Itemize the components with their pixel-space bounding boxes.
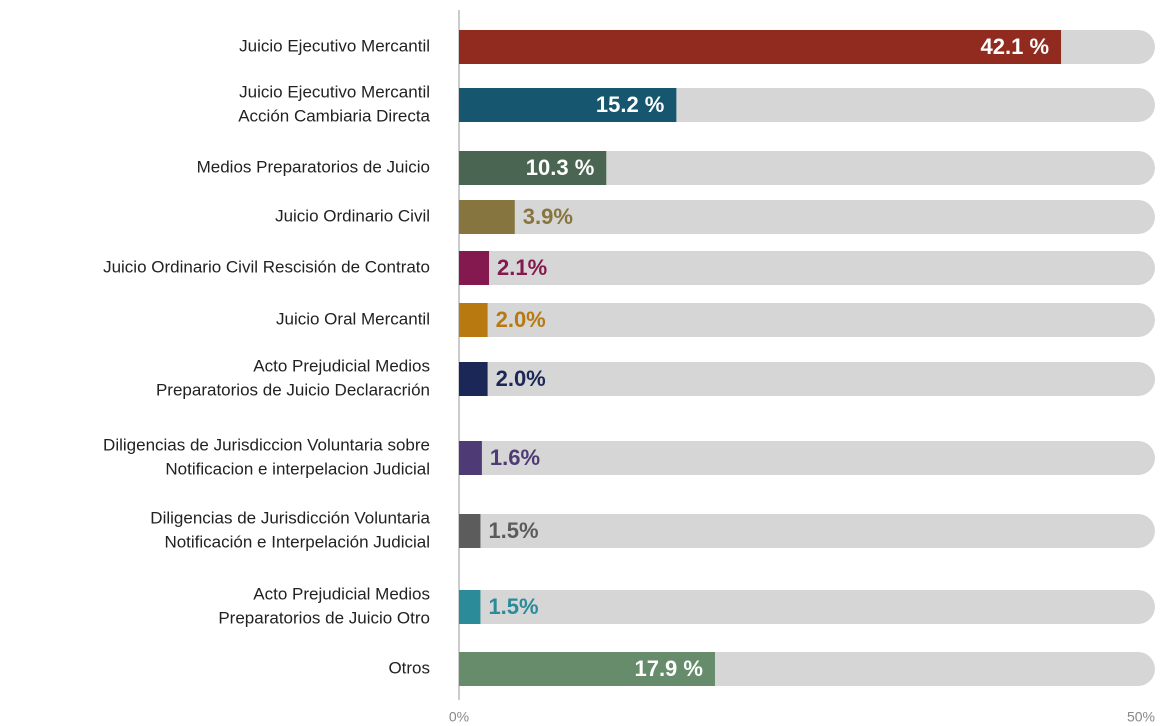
x-tick-label: 50% bbox=[1127, 709, 1155, 725]
bar bbox=[459, 151, 607, 185]
bar bbox=[459, 514, 481, 548]
track bbox=[459, 441, 1155, 475]
category-label: Juicio Ejecutivo Mercantil bbox=[239, 82, 430, 101]
value-label: 2.0% bbox=[496, 366, 546, 391]
x-tick-label: 0% bbox=[449, 709, 469, 725]
category-label: Juicio Oral Mercantil bbox=[276, 309, 430, 328]
value-label: 10.3 % bbox=[526, 155, 595, 180]
value-label: 3.9% bbox=[523, 204, 573, 229]
bar bbox=[459, 88, 677, 122]
bar bbox=[459, 590, 481, 624]
category-label: Juicio Ordinario Civil bbox=[275, 206, 430, 225]
track bbox=[459, 151, 1155, 185]
category-label: Notificación e Interpelación Judicial bbox=[164, 532, 430, 551]
category-label: Notificacion e interpelacion Judicial bbox=[165, 459, 430, 478]
bar bbox=[459, 652, 715, 686]
category-label: Acción Cambiaria Directa bbox=[238, 106, 430, 125]
category-label: Otros bbox=[388, 658, 430, 677]
track bbox=[459, 251, 1155, 285]
value-label: 1.6% bbox=[490, 445, 540, 470]
value-label: 2.0% bbox=[496, 307, 546, 332]
category-label: Diligencias de Jurisdicción Voluntaria bbox=[150, 508, 430, 527]
category-label: Preparatorios de Juicio Declaracrión bbox=[156, 380, 430, 399]
category-label: Acto Prejudicial Medios bbox=[253, 356, 430, 375]
value-label: 1.5% bbox=[488, 594, 538, 619]
bar bbox=[459, 200, 515, 234]
category-label: Preparatorios de Juicio Otro bbox=[218, 608, 430, 627]
category-label: Diligencias de Jurisdiccion Voluntaria s… bbox=[103, 435, 430, 454]
value-label: 42.1 % bbox=[981, 34, 1050, 59]
bar bbox=[459, 303, 488, 337]
bar bbox=[459, 30, 1062, 64]
category-label: Acto Prejudicial Medios bbox=[253, 584, 430, 603]
track bbox=[459, 303, 1155, 337]
bar bbox=[459, 441, 482, 475]
value-label: 15.2 % bbox=[596, 92, 665, 117]
track bbox=[459, 200, 1155, 234]
track bbox=[459, 362, 1155, 396]
value-label: 1.5% bbox=[488, 518, 538, 543]
track bbox=[459, 514, 1155, 548]
bar bbox=[459, 362, 488, 396]
category-label: Juicio Ordinario Civil Rescisión de Cont… bbox=[103, 257, 430, 276]
value-label: 17.9 % bbox=[634, 656, 703, 681]
value-label: 2.1% bbox=[497, 255, 547, 280]
category-label: Juicio Ejecutivo Mercantil bbox=[239, 36, 430, 55]
bar bbox=[459, 251, 490, 285]
track bbox=[459, 590, 1155, 624]
category-label: Medios Preparatorios de Juicio bbox=[197, 157, 430, 176]
